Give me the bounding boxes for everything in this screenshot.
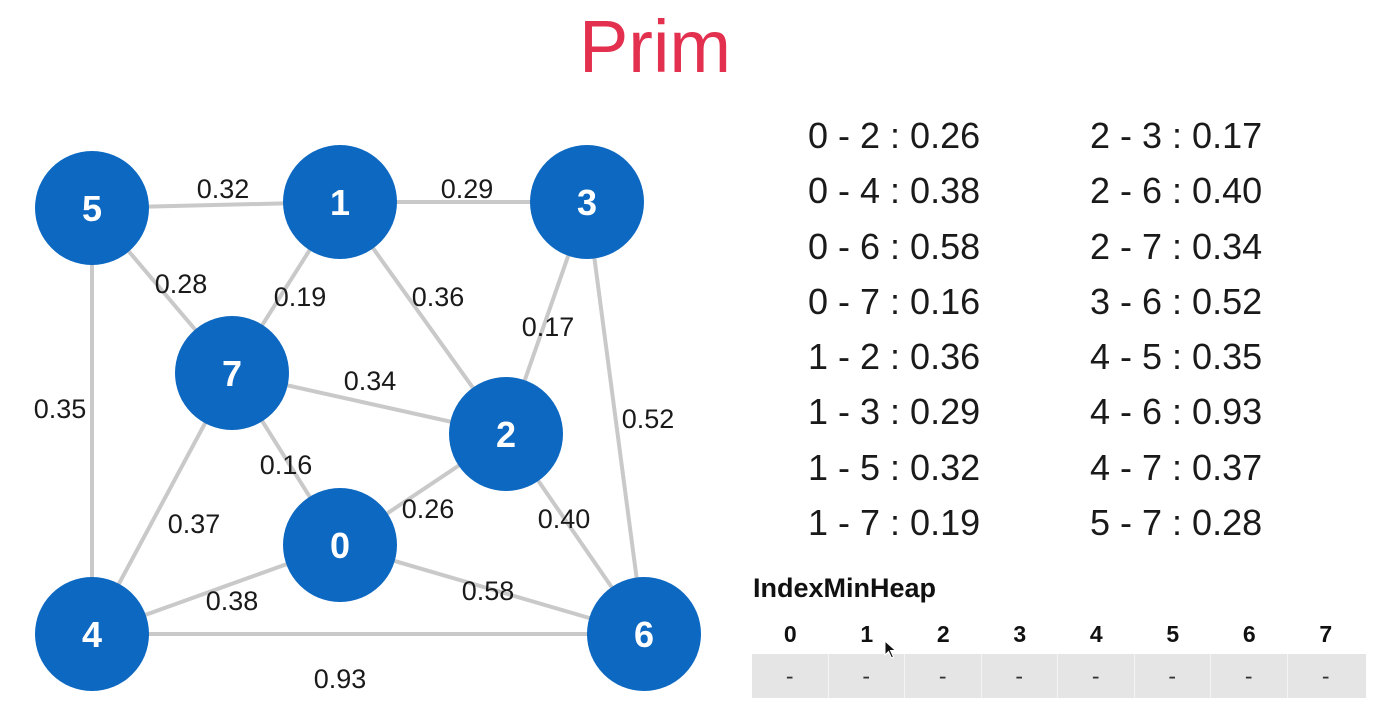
edge-weight-label: 0.36 (412, 282, 465, 312)
edge-list-entry: 2 - 3 : 0.17 (1090, 115, 1263, 156)
node-label: 0 (330, 525, 350, 566)
edge-weight-label: 0.52 (622, 404, 675, 434)
edge-weight-label: 0.16 (260, 450, 313, 480)
edge-weight-label: 0.29 (441, 174, 494, 204)
edge-weight-label: 0.93 (314, 664, 367, 694)
heap-index-cell: 0 (783, 621, 797, 647)
edge-list-entry: 4 - 7 : 0.37 (1090, 446, 1263, 488)
heap-title: IndexMinHeap (753, 573, 937, 603)
heap-value-cell: - (752, 654, 829, 698)
node-circle (283, 488, 397, 602)
edge-list-entry: 4 - 6 : 0.93 (1090, 391, 1263, 433)
graph-node-0: 0 (283, 488, 397, 602)
heap-value-cell: - (905, 654, 982, 698)
node-label: 5 (82, 188, 102, 229)
edge-weight-label: 0.58 (462, 576, 515, 606)
edge-weight-list: 0 - 2 : 0.26 2 - 3 : 0.17 0 - 4 : 0.38 2 - … (808, 108, 1328, 550)
edge-list-entry: 2 - 6 : 0.40 (1090, 170, 1263, 212)
page-title: Prim (578, 5, 732, 88)
heap-value-row: -------- (752, 654, 1366, 698)
edge-weight-label: 0.28 (155, 269, 208, 299)
edge-list-entry: 1 - 3 : 0.29 (808, 391, 981, 433)
node-label: 4 (82, 614, 102, 655)
node-circle (35, 577, 149, 691)
heap-value-cell: - (1321, 663, 1330, 689)
graph-node-1: 1 (283, 145, 397, 259)
heap-index-cell: 6 (1242, 621, 1256, 647)
edge-list-entry: 5 - 7 : 0.28 (1090, 502, 1263, 544)
heap-value-cell: - (1058, 654, 1135, 698)
node-label: 6 (634, 614, 654, 655)
node-circle (587, 577, 701, 691)
edge-list-entry: 3 - 6 : 0.52 (1090, 280, 1263, 322)
heap-index-cell: 7 (1319, 621, 1333, 647)
heap-index-row: 0 1 2 3 4 5 6 7 (752, 618, 1364, 650)
node-circle (35, 151, 149, 265)
edge-list-entry: 0 - 4 : 0.38 (808, 170, 981, 212)
edge-list-entry: 2 - 7 : 0.34 (1090, 225, 1263, 267)
heap-index-cell: 3 (1013, 621, 1027, 647)
node-circle (530, 145, 644, 259)
edge-list-entry: 1 - 5 : 0.32 (808, 446, 981, 488)
heap-index-cell: 2 (936, 621, 950, 647)
edge-weight-label: 0.17 (522, 312, 575, 342)
graph-node-7: 7 (175, 316, 289, 430)
edge-weight-label: 0.37 (168, 509, 221, 539)
node-label: 1 (330, 182, 350, 223)
node-label: 3 (577, 182, 597, 223)
edge-list-entry: 0 - 7 : 0.16 (808, 280, 981, 322)
edge-3-6 (585, 201, 646, 635)
edge-list-entry: 4 - 5 : 0.35 (1090, 336, 1263, 378)
edge-weight-label: 0.34 (344, 366, 397, 396)
heap-index-cell: 1 (860, 621, 874, 647)
graph-node-2: 2 (449, 377, 563, 491)
edge-weight-label: 0.19 (274, 282, 327, 312)
edge-weight-label: 0.26 (402, 494, 455, 524)
node-circle (175, 316, 289, 430)
graph-node-6: 6 (587, 577, 701, 691)
heap-value-cell: - (982, 654, 1058, 698)
heap-value-cell: - (829, 654, 905, 698)
graph-node-3: 3 (530, 145, 644, 259)
node-label: 7 (222, 353, 242, 394)
heap-value-cell: - (1211, 654, 1288, 698)
edge-list-entry: 0 - 2 : 0.26 (808, 115, 981, 156)
heap-index-cell: 4 (1089, 621, 1103, 647)
mouse-pointer-icon (884, 640, 897, 659)
node-label: 2 (496, 414, 516, 455)
edge-weight-label: 0.38 (206, 586, 259, 616)
edge-list-entry: 1 - 2 : 0.36 (808, 336, 981, 378)
edge-weight-label: 0.35 (34, 394, 87, 424)
edge-weight-label: 0.32 (197, 174, 250, 204)
edge-list-entry: 0 - 6 : 0.58 (808, 225, 981, 267)
edge-weight-label: 0.40 (538, 504, 591, 534)
edge-list-entry: 1 - 7 : 0.19 (808, 502, 981, 544)
graph-node-4: 4 (35, 577, 149, 691)
graph-diagram: 0.32 0.29 0.28 0.19 0.36 0.17 0.35 0.34 0.52 0.16… (34, 145, 701, 694)
node-circle (449, 377, 563, 491)
heap-value-cell: - (1135, 654, 1211, 698)
node-circle (283, 145, 397, 259)
graph-node-5: 5 (35, 151, 149, 265)
heap-index-cell: 5 (1166, 621, 1180, 647)
